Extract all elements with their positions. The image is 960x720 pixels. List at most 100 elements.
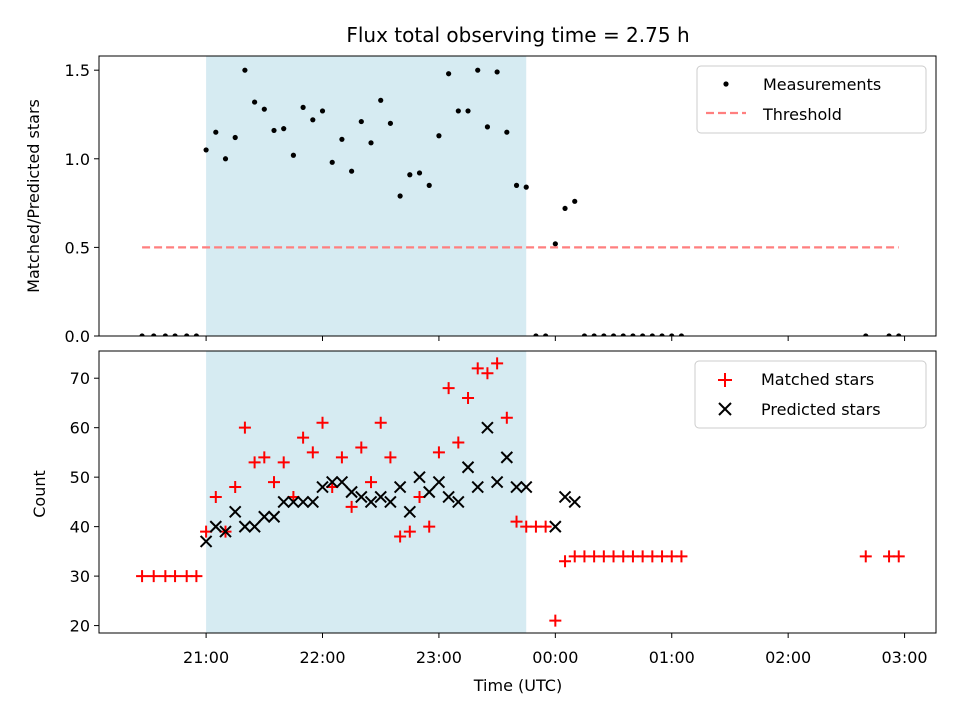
measurements-point (162, 333, 168, 336)
matched-stars-point (335, 451, 348, 464)
predicted-stars-point (461, 461, 475, 474)
bottom-y-tick-label: 60 (70, 419, 90, 438)
legend-matched-marker (718, 373, 732, 387)
x-tick-label: 01:00 (649, 648, 695, 667)
predicted-stars-point (364, 495, 378, 509)
matched-stars-point (471, 362, 484, 375)
predicted-stars-point (335, 475, 349, 489)
matched-stars-point (384, 451, 397, 464)
bottom-y-tick-label: 70 (70, 369, 90, 388)
matched-stars-point (675, 550, 688, 563)
measurements-point (513, 182, 520, 188)
measurements-point (151, 333, 157, 336)
bottom-legend-frame (694, 360, 927, 429)
predicted-stars-point (238, 520, 252, 533)
measurements-point (610, 333, 617, 336)
bottom-y-tick-label: 30 (70, 567, 90, 586)
measurements-point (504, 129, 510, 135)
measurements-point (252, 99, 258, 105)
predicted-stars-point (326, 475, 339, 489)
measurements-point (222, 156, 229, 162)
top-y-tick-label: 0.5 (65, 238, 90, 257)
measurements-point (426, 182, 432, 188)
matched-stars-point (892, 550, 905, 563)
legend-matched-label: Matched stars (761, 370, 874, 389)
bottom-y-tick-label: 50 (70, 468, 90, 487)
predicted-stars-point (452, 495, 465, 509)
matched-stars-point (316, 416, 329, 429)
bottom-axes-frame (98, 350, 937, 634)
matched-stars-point (559, 555, 572, 568)
chart-title: Flux total observing time = 2.75 h (346, 23, 689, 47)
matched-stars-point (394, 530, 407, 543)
measurements-point (407, 172, 413, 178)
measurements-point (378, 97, 384, 103)
predicted-stars-point (432, 475, 446, 489)
matched-stars-point (539, 520, 552, 533)
predicted-stars-point (355, 490, 368, 504)
measurements-point (290, 152, 297, 158)
measurements-point (397, 193, 403, 199)
measurements-point (475, 67, 481, 73)
predicted-stars-point (316, 480, 329, 494)
matched-stars-point (258, 451, 271, 464)
predicted-stars-point (423, 485, 436, 499)
measurements-point (863, 333, 869, 336)
predicted-stars-point (471, 480, 484, 494)
top-y-tick-label: 1.5 (65, 61, 90, 80)
matched-stars-point (481, 367, 494, 380)
matched-stars-point (277, 456, 290, 469)
measurements-point (678, 333, 685, 336)
x-tick-label: 23:00 (416, 648, 462, 667)
predicted-stars-point (219, 525, 232, 538)
measurements-point (552, 241, 558, 247)
legend-measurements-label: Measurements (763, 75, 881, 94)
measurements-point (886, 333, 892, 336)
measurements-point (358, 118, 364, 125)
matched-stars-point (510, 515, 523, 528)
matched-stars-point (365, 476, 378, 489)
measurements-point (523, 184, 529, 190)
predicted-stars-point (558, 490, 572, 504)
measurements-point (349, 168, 355, 174)
matched-stars-point (859, 550, 872, 563)
measurements-point (896, 333, 902, 336)
matched-stars-point (209, 490, 222, 503)
matched-stars-point (355, 441, 368, 454)
legend-threshold-label: Threshold (762, 105, 842, 124)
measurements-point (203, 147, 209, 153)
measurements-point (494, 69, 500, 75)
predicted-stars-point (442, 490, 455, 504)
measurements-point (484, 124, 491, 130)
matched-stars-point (462, 392, 475, 404)
predicted-stars-point (199, 535, 213, 548)
top-y-tick-label: 1.0 (65, 150, 90, 169)
matched-stars-point (169, 570, 182, 583)
top-subplot: 0.0 0.5 1.0 1.5 (65, 55, 937, 346)
measurements-point (387, 120, 394, 126)
measurements-point (581, 333, 588, 336)
predicted-stars-point (384, 495, 397, 509)
measurements-point (271, 127, 277, 134)
predicted-stars-point (549, 520, 562, 533)
measurements-point (213, 129, 219, 135)
matched-stars-point (442, 382, 455, 395)
measurements-point (193, 333, 199, 336)
matched-stars-point (491, 357, 504, 370)
top-observing-window (206, 56, 527, 336)
x-tick-label: 02:00 (765, 648, 811, 667)
bottom-y-axis-label: Count (30, 470, 49, 518)
matched-stars-point (374, 416, 387, 429)
measurements-point (669, 333, 675, 336)
predicted-stars-point (393, 480, 407, 494)
predicted-stars-point (287, 495, 300, 509)
predicted-stars-point (481, 421, 494, 434)
matched-stars-point (452, 436, 465, 449)
measurements-point (640, 333, 646, 336)
x-tick-label: 21:00 (183, 648, 229, 667)
predicted-stars-point (510, 480, 523, 494)
bottom-subplot: 20 30 40 50 60 70 21:00 22:00 23:00 00:00 01:00 02:… (70, 350, 937, 667)
measurements-point (591, 333, 597, 336)
matched-stars-point (500, 411, 513, 424)
top-y-axis-label: Matched/Predicted stars (24, 99, 43, 293)
